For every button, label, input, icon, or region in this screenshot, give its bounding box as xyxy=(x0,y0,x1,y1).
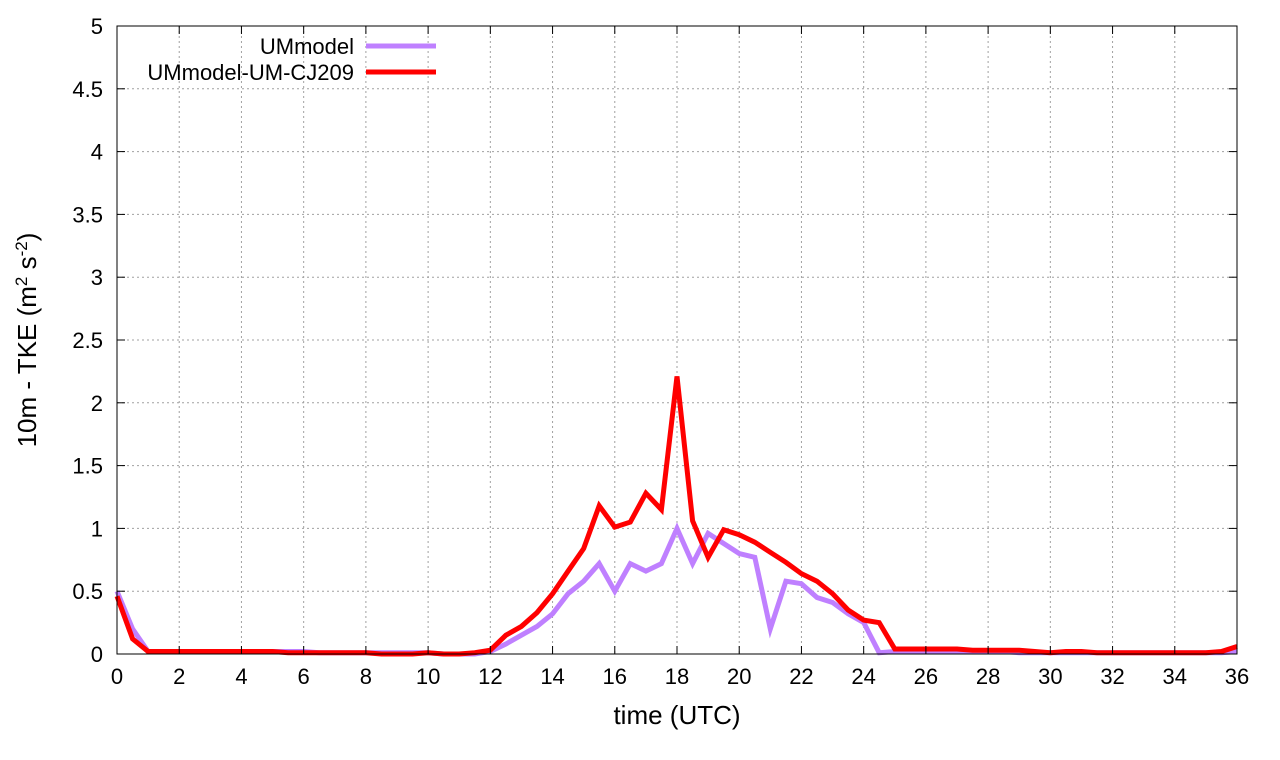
y-tick-label: 5 xyxy=(91,14,103,39)
x-tick-label: 34 xyxy=(1163,664,1187,689)
y-axis-title-exp1: 2 xyxy=(12,277,31,286)
x-tick-label: 26 xyxy=(914,664,938,689)
y-tick-label: 2.5 xyxy=(72,328,103,353)
y-tick-label: 1.5 xyxy=(72,454,103,479)
y-axis-title-base: 10m - TKE (m xyxy=(12,286,42,447)
x-tick-label: 10 xyxy=(416,664,440,689)
y-tick-label: 3.5 xyxy=(72,202,103,227)
y-axis-title-exp2: -2 xyxy=(12,241,31,256)
x-tick-label: 32 xyxy=(1100,664,1124,689)
legend-label: UMmodel-UM-CJ209 xyxy=(147,60,354,85)
y-tick-label: 2 xyxy=(91,391,103,416)
y-axis-title: 10m - TKE (m2 s-2) xyxy=(12,233,42,448)
x-tick-label: 28 xyxy=(976,664,1000,689)
x-tick-label: 4 xyxy=(235,664,247,689)
y-tick-label: 0.5 xyxy=(72,579,103,604)
y-tick-label: 0 xyxy=(91,642,103,667)
x-tick-label: 2 xyxy=(173,664,185,689)
x-tick-label: 22 xyxy=(789,664,813,689)
y-tick-label: 1 xyxy=(91,516,103,541)
legend-label: UMmodel xyxy=(260,34,354,59)
y-tick-label: 4 xyxy=(91,140,103,165)
x-tick-label: 14 xyxy=(540,664,564,689)
x-tick-label: 20 xyxy=(727,664,751,689)
y-tick-label: 3 xyxy=(91,265,103,290)
axis-ticks: 0 2 4 6 8 10 12 14 16 18 20 22 24 26 28 30 32 34 3600.511.… xyxy=(72,14,1249,689)
x-tick-label: 12 xyxy=(478,664,502,689)
x-axis-title: time (UTC) xyxy=(613,700,740,730)
x-tick-label: 6 xyxy=(298,664,310,689)
x-tick-label: 8 xyxy=(360,664,372,689)
grid xyxy=(117,26,1237,654)
x-tick-label: 36 xyxy=(1225,664,1249,689)
x-tick-label: 24 xyxy=(851,664,875,689)
x-tick-label: 30 xyxy=(1038,664,1062,689)
y-tick-label: 4.5 xyxy=(72,77,103,102)
y-axis-title-mid: s xyxy=(12,256,42,276)
x-tick-label: 16 xyxy=(603,664,627,689)
x-tick-label: 18 xyxy=(665,664,689,689)
x-tick-label: 0 xyxy=(111,664,123,689)
y-axis-title-end: ) xyxy=(12,233,42,242)
